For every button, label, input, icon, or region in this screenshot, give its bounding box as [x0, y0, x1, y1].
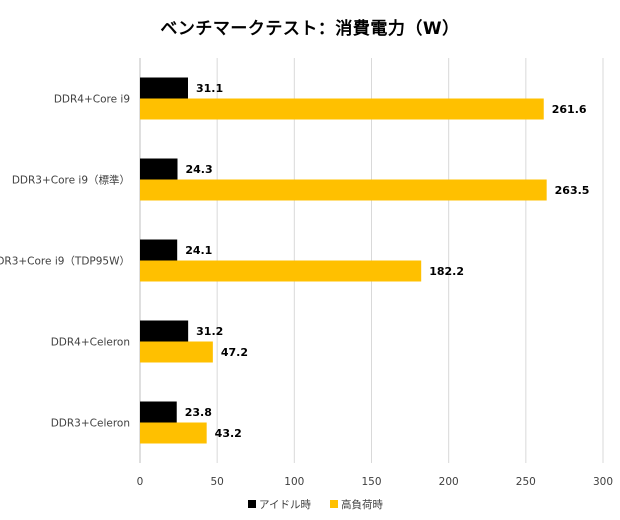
bar-idle [140, 401, 177, 423]
chart-title: ベンチマークテスト：消費電力（W） [160, 19, 460, 39]
bar-load [140, 98, 544, 120]
data-label: 263.5 [555, 184, 590, 197]
data-label: 43.2 [215, 427, 242, 440]
bar-load [140, 179, 547, 201]
data-label: 24.3 [186, 163, 213, 176]
bar-load [140, 260, 422, 282]
data-label: 31.2 [196, 325, 223, 338]
legend-label: アイドル時 [259, 499, 311, 511]
data-label: 261.6 [552, 103, 587, 116]
data-label: 24.1 [185, 244, 212, 257]
category-label: DDR3+Core i9（標準） [12, 174, 130, 187]
bar-load [140, 341, 213, 363]
data-label: 23.8 [185, 406, 212, 419]
bar-load [140, 422, 207, 444]
x-tick-label: 300 [593, 476, 613, 488]
x-tick-label: 0 [137, 476, 144, 488]
category-label: DDR4+Core i9 [54, 94, 130, 106]
category-label: DDR4+Celeron [51, 337, 130, 349]
x-tick-label: 200 [439, 476, 459, 488]
x-tick-label: 50 [210, 476, 223, 488]
legend-swatch [248, 500, 256, 508]
category-label: DDR3+Celeron [51, 418, 130, 430]
category-label: DDR3+Core i9（TDP95W） [0, 256, 130, 268]
data-label: 182.2 [429, 265, 464, 278]
data-label: 47.2 [221, 346, 248, 359]
x-tick-label: 100 [284, 476, 304, 488]
legend-swatch [330, 500, 338, 508]
label-layer: DDR4+Core i9 31.1 261.6 DDR3+Core i9（標準） 24.… [0, 82, 589, 440]
bar-idle [140, 77, 188, 99]
bar-idle [140, 320, 189, 342]
bar-idle [140, 239, 178, 261]
bar-idle [140, 158, 178, 180]
data-label: 31.1 [196, 82, 223, 95]
x-tick-label: 150 [361, 476, 381, 488]
x-tick-label: 250 [516, 476, 536, 488]
legend-label: 高負荷時 [341, 498, 383, 511]
bar-layer [140, 77, 547, 444]
legend-layer: アイドル時 高負荷時 [248, 498, 383, 511]
